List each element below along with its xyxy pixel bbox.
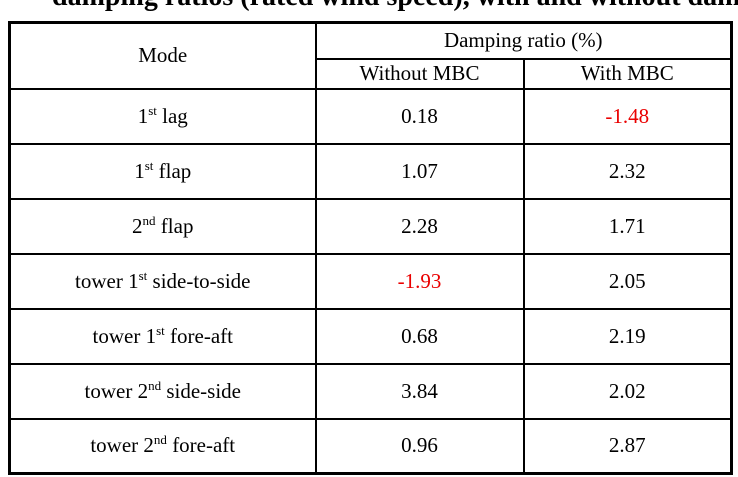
value-with-mbc: 2.02 [522,362,733,420]
mode-cell: 1st lag [8,87,317,145]
table-row: tower 1st fore-aft 0.68 2.19 [8,307,733,365]
table-body: 1st lag 0.18 -1.48 1st flap 1.07 2.32 2n… [8,87,733,475]
table-row: 2nd flap 2.28 1.71 [8,197,733,255]
value-with-mbc: -1.48 [522,87,733,145]
header-damping-ratio: Damping ratio (%) [314,21,733,60]
mode-cell: 2nd flap [8,197,317,255]
value-with-mbc: 2.32 [522,142,733,200]
value-with-mbc: 2.05 [522,252,733,310]
value-without-mbc: -1.93 [314,252,525,310]
cropped-caption: damping ratios (rated wind speed), with … [0,0,738,15]
table-row: 1st lag 0.18 -1.48 [8,87,733,145]
ordinal-superscript: nd [148,377,162,393]
value-with-mbc: 1.71 [522,197,733,255]
value-without-mbc: 0.18 [314,87,525,145]
cropped-caption-text: damping ratios (rated wind speed), with … [0,0,738,13]
ordinal-superscript: st [148,102,157,118]
table-row: tower 1st side-to-side -1.93 2.05 [8,252,733,310]
table-row: tower 2nd fore-aft 0.96 2.87 [8,417,733,475]
ordinal-superscript: st [156,322,165,338]
value-without-mbc: 2.28 [314,197,525,255]
value-without-mbc: 1.07 [314,142,525,200]
header-mode: Mode [8,21,317,90]
mode-cell: tower 1st fore-aft [8,307,317,365]
ordinal-superscript: nd [142,212,156,228]
header-with-mbc: With MBC [522,57,733,90]
ordinal-superscript: nd [153,432,167,448]
header-without-mbc: Without MBC [314,57,525,90]
mode-cell: tower 2nd side-side [8,362,317,420]
ordinal-superscript: st [144,157,154,173]
value-with-mbc: 2.87 [522,417,733,475]
mode-cell: 1st flap [8,142,317,200]
mode-cell: tower 2nd fore-aft [8,417,317,475]
value-without-mbc: 0.96 [314,417,525,475]
value-without-mbc: 0.68 [314,307,525,365]
value-without-mbc: 3.84 [314,362,525,420]
ordinal-superscript: st [138,267,148,283]
value-with-mbc: 2.19 [522,307,733,365]
table-row: 1st flap 1.07 2.32 [8,142,733,200]
mode-cell: tower 1st side-to-side [8,252,317,310]
table-row: tower 2nd side-side 3.84 2.02 [8,362,733,420]
damping-ratio-table: Mode Damping ratio (%) Without MBC With … [8,21,733,475]
